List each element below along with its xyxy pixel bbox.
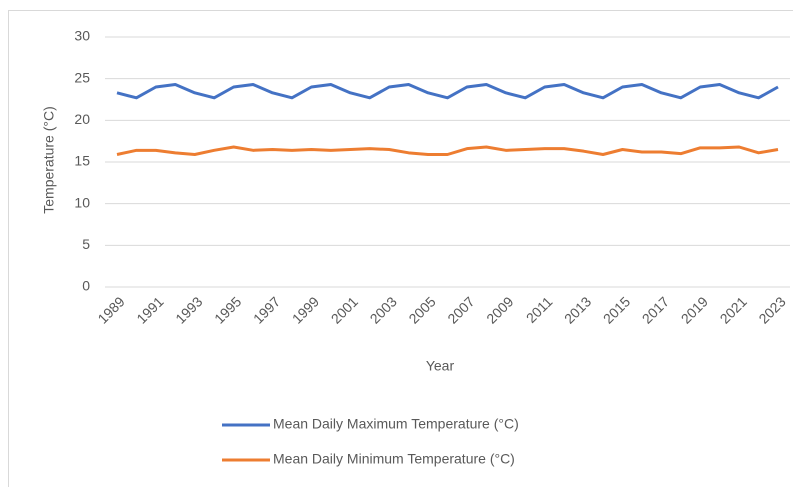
y-tick-label: 30 (74, 28, 90, 44)
y-tick-label: 10 (74, 194, 90, 210)
x-tick-label: 1993 (172, 293, 205, 326)
x-tick-label: 2011 (523, 293, 556, 326)
x-tick-label: 2013 (561, 293, 594, 326)
x-tick-label: 1989 (94, 293, 127, 326)
y-tick-label: 5 (82, 236, 90, 252)
x-tick-label: 2009 (483, 293, 516, 326)
x-tick-label: 2021 (717, 293, 750, 326)
x-tick-label: 1995 (211, 293, 244, 326)
x-tick-label: 2023 (755, 293, 788, 326)
y-tick-label: 15 (74, 153, 90, 169)
x-tick-label: 2015 (600, 293, 633, 326)
x-tick-label: 2005 (405, 293, 438, 326)
x-tick-label: 1997 (250, 293, 283, 326)
y-tick-label: 0 (82, 278, 90, 294)
series-line (116, 145, 779, 156)
x-axis-title: Year (426, 358, 455, 374)
x-tick-label: 2003 (367, 293, 400, 326)
legend-label: Mean Daily Maximum Temperature (°C) (273, 416, 519, 432)
series-line (116, 83, 779, 100)
y-axis-title: Temperature (°C) (41, 106, 57, 214)
x-tick-label: 2019 (678, 293, 711, 326)
legend-label: Mean Daily Minimum Temperature (°C) (273, 451, 515, 467)
x-tick-label: 2007 (444, 293, 477, 326)
x-tick-label: 2017 (639, 293, 672, 326)
y-tick-label: 20 (74, 111, 90, 127)
chart-border (8, 10, 793, 487)
x-tick-label: 1999 (289, 293, 322, 326)
x-tick-label: 2001 (328, 293, 361, 326)
y-tick-label: 25 (74, 69, 90, 85)
x-tick-label: 1991 (133, 293, 166, 326)
